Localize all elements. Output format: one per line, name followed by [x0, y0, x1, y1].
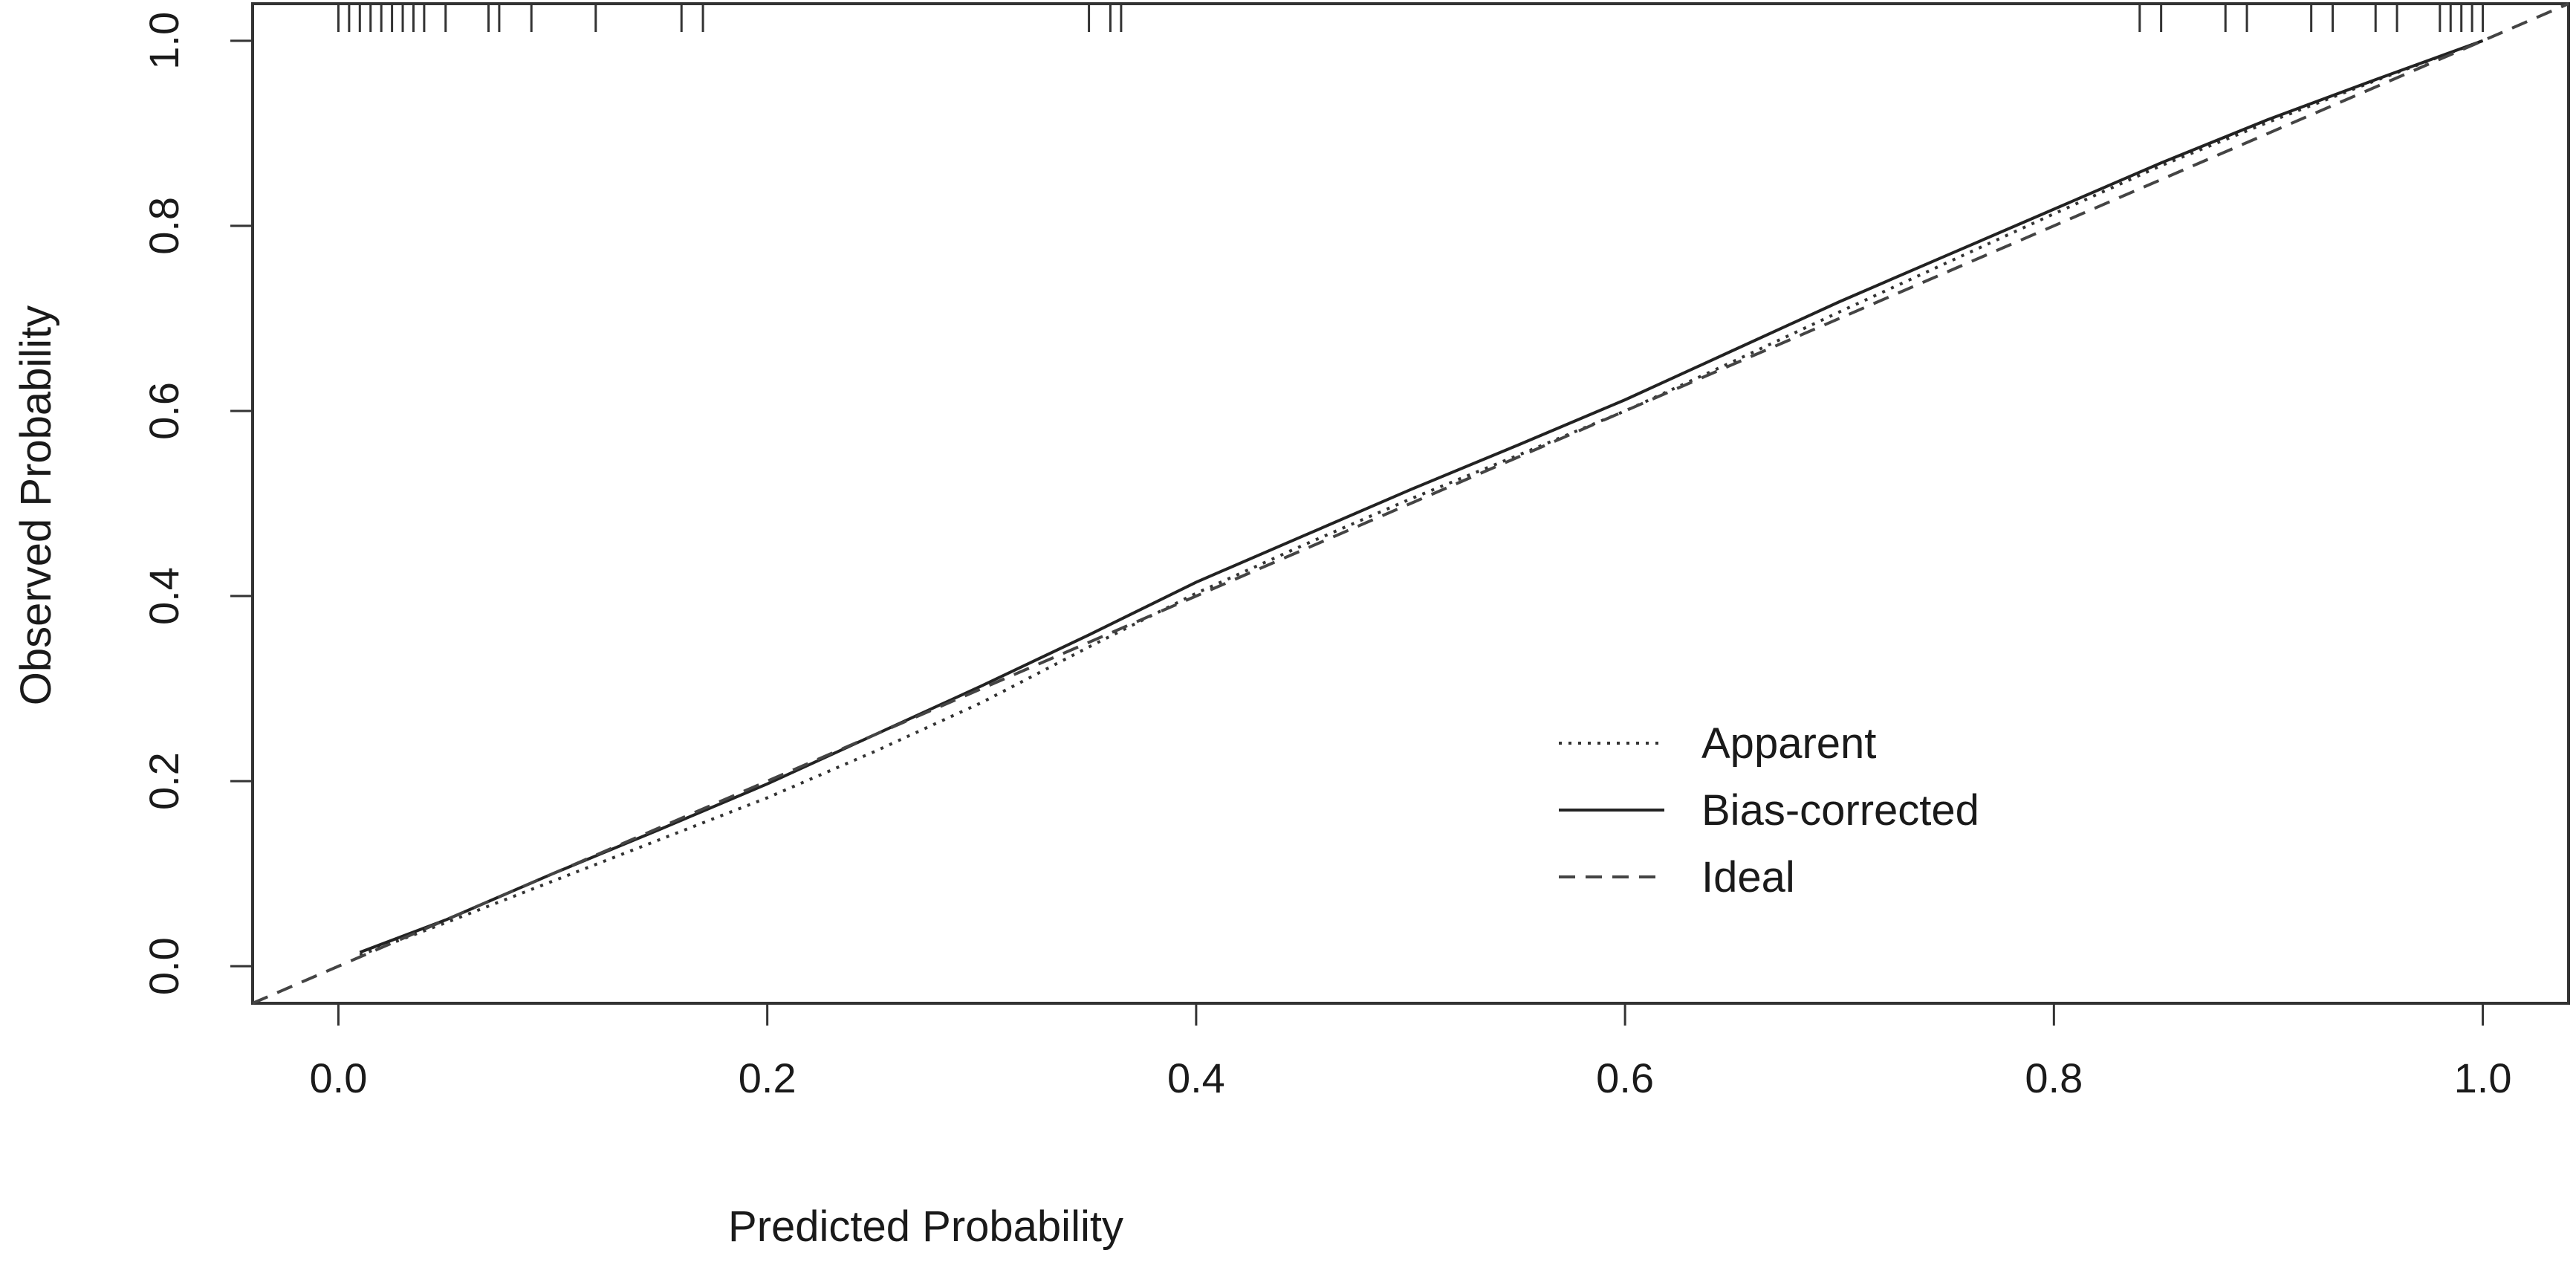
x-tick-label: 0.8	[2025, 1055, 2083, 1101]
legend-label-ideal: Ideal	[1701, 853, 1795, 901]
series-line-ideal	[252, 2, 2569, 1005]
x-axis: 0.0 0.2 0.4 0.6 0.8 1.0	[310, 1002, 2512, 1101]
series-line-bias-corrected	[359, 39, 2484, 954]
x-tick-label: 0.2	[739, 1055, 797, 1101]
x-tick-label: 1.0	[2454, 1055, 2512, 1101]
y-tick-label: 0.2	[140, 752, 187, 810]
y-axis: 0.0 0.2 0.4 0.6 0.8 1.0	[140, 12, 254, 995]
legend-label-bias-corrected: Bias-corrected	[1701, 786, 1979, 835]
legend-label-apparent: Apparent	[1701, 719, 1876, 768]
y-tick-label: 0.6	[140, 382, 187, 440]
series-line-apparent	[359, 39, 2484, 957]
y-axis-label: Observed Probability	[12, 305, 60, 705]
x-axis-label: Predicted Probability	[728, 1202, 1123, 1251]
x-tick-label: 0.0	[310, 1055, 368, 1101]
series-lines	[252, 2, 2569, 1005]
y-tick-label: 0.0	[140, 937, 187, 995]
y-tick-label: 0.8	[140, 197, 187, 255]
x-tick-label: 0.6	[1596, 1055, 1654, 1101]
x-tick-label: 0.4	[1167, 1055, 1225, 1101]
y-tick-label: 1.0	[140, 12, 187, 70]
y-tick-label: 0.4	[140, 567, 187, 625]
rug-ticks	[337, 4, 2485, 32]
legend: Apparent Bias-corrected Ideal	[1559, 719, 1979, 901]
